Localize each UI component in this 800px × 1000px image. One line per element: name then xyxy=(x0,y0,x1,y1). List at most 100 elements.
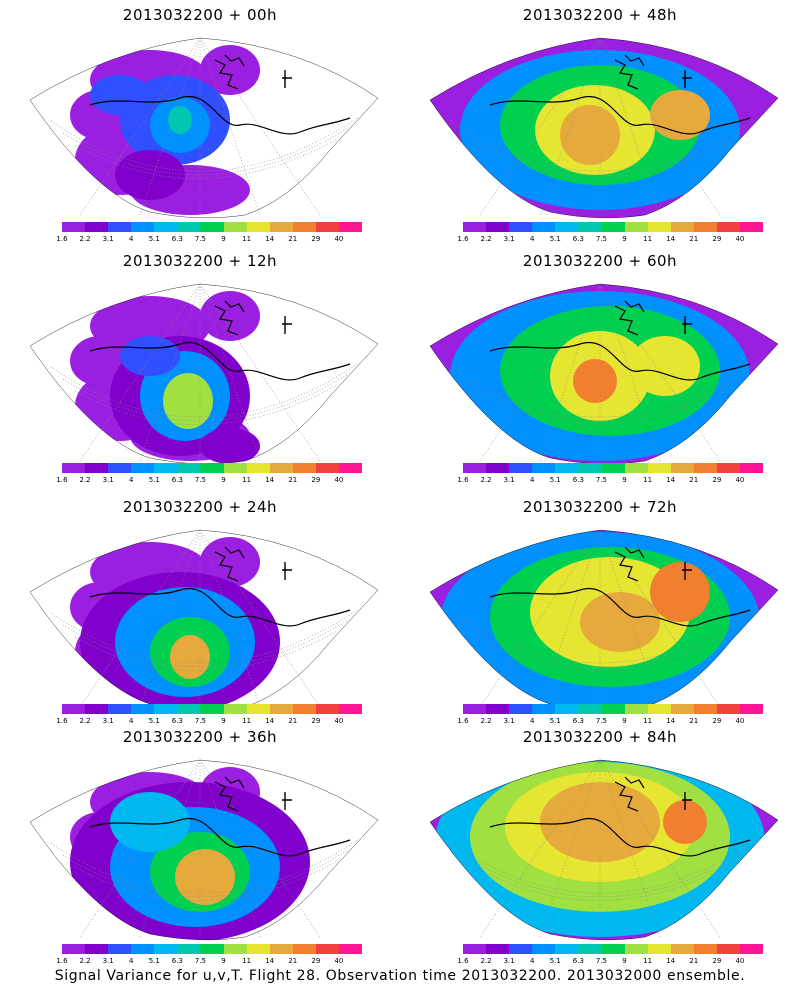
colorbar-swatch xyxy=(108,944,132,954)
colorbar-swatch xyxy=(131,944,155,954)
variance-blob xyxy=(580,592,660,652)
latitude-line xyxy=(450,117,759,172)
colorbar-tick-label: 29 xyxy=(712,235,722,243)
colorbar-swatch xyxy=(532,463,556,473)
colorbar-swatch xyxy=(624,222,648,232)
colorbar-swatch xyxy=(85,222,109,232)
colorbar-swatch xyxy=(601,463,625,473)
colorbar-tick-label: 4 xyxy=(128,235,134,243)
colorbar-tick-label: 40 xyxy=(334,717,344,725)
latitude-line xyxy=(462,127,748,176)
colorbar-swatch xyxy=(693,463,717,473)
longitude-line xyxy=(139,37,201,216)
colorbar xyxy=(62,222,363,232)
colorbar-swatch xyxy=(177,222,201,232)
longitude-line xyxy=(199,529,261,708)
colorbar-swatch xyxy=(315,944,339,954)
colorbar-tick-label: 2.2 xyxy=(480,235,492,243)
colorbar-tick-label: 21 xyxy=(689,476,699,484)
colorbar-tick-label: 14 xyxy=(666,235,676,243)
colorbar-tick-label: 4 xyxy=(529,476,535,484)
colorbar-tick-label: 40 xyxy=(735,957,745,965)
colorbar-tick-label: 1.6 xyxy=(56,476,68,484)
colorbar-tick-label: 7.5 xyxy=(194,957,207,965)
colorbar-tick-label: 9 xyxy=(622,957,627,965)
colorbar-swatch xyxy=(486,944,510,954)
colorbar-tick-label: 3.1 xyxy=(102,957,114,965)
colorbar-tick-label: 5.1 xyxy=(549,717,561,725)
coastline xyxy=(89,341,351,381)
variance-field xyxy=(440,532,760,710)
colorbar-swatch xyxy=(509,463,533,473)
colorbar-swatch xyxy=(509,704,533,714)
colorbar-swatch xyxy=(200,463,224,473)
longitude-line xyxy=(139,283,201,462)
colorbar-tick-label: 11 xyxy=(242,476,252,484)
colorbar-tick-label: 2.2 xyxy=(79,717,91,725)
coastline xyxy=(89,587,351,627)
colorbar xyxy=(463,222,764,232)
colorbar-tick-label: 14 xyxy=(265,235,275,243)
colorbar-swatch xyxy=(555,222,579,232)
colorbar-tick-label: 1.6 xyxy=(457,235,469,243)
colorbar-swatch xyxy=(246,463,270,473)
colorbar-tick-label: 4 xyxy=(128,476,134,484)
colorbar-tick-label: 6.3 xyxy=(171,235,183,243)
map-border xyxy=(29,283,379,465)
colorbar-swatch xyxy=(338,704,363,714)
colorbar-labels: 1.6 2.2 3.1 4 5.1 6.3 7.5 9 11 14 21 29 40 xyxy=(457,957,763,967)
colorbar-tick-label: 29 xyxy=(311,957,321,965)
colorbar-swatch xyxy=(739,222,764,232)
longitude-line xyxy=(539,283,601,462)
colorbar-tick-label: 7.5 xyxy=(194,717,207,725)
colorbar-swatch xyxy=(315,222,339,232)
variance-field xyxy=(70,291,260,464)
longitude-line xyxy=(539,759,601,938)
longitude-line xyxy=(539,37,601,216)
colorbar-tick-label: 21 xyxy=(288,476,298,484)
colorbar-swatch xyxy=(154,463,178,473)
colorbar-swatch xyxy=(647,944,671,954)
coastline xyxy=(682,562,692,580)
colorbar-tick-label: 4 xyxy=(529,717,535,725)
colorbar-swatch xyxy=(246,944,270,954)
map-border xyxy=(29,37,379,219)
variance-blob xyxy=(170,635,210,679)
map-panel-60h: 2013032200 + 60h xyxy=(400,246,800,492)
colorbar-tick-label: 2.2 xyxy=(480,476,492,484)
variance-map xyxy=(29,759,379,941)
colorbar-swatch xyxy=(292,704,316,714)
variance-blob xyxy=(200,537,260,587)
panel-title: 2013032200 + 72h xyxy=(522,498,678,516)
colorbar-swatch xyxy=(108,222,132,232)
colorbar-labels: 1.6 2.2 3.1 4 5.1 6.3 7.5 9 11 14 21 29 40 xyxy=(457,717,763,727)
colorbar-tick-label: 29 xyxy=(712,957,722,965)
colorbar-tick-label: 9 xyxy=(221,717,226,725)
longitude-line xyxy=(599,37,661,216)
colorbar-tick-label: 40 xyxy=(735,717,745,725)
colorbar-swatch xyxy=(532,222,556,232)
colorbar-tick-label: 29 xyxy=(311,476,321,484)
colorbar-swatch xyxy=(693,944,717,954)
graticule xyxy=(450,283,759,462)
colorbar xyxy=(62,463,363,473)
colorbar-swatch xyxy=(292,944,316,954)
colorbar-swatch xyxy=(578,463,602,473)
colorbar-tick-label: 6.3 xyxy=(171,717,183,725)
colorbar-tick-label: 3.1 xyxy=(102,717,114,725)
longitude-line xyxy=(199,759,261,938)
colorbar-tick-label: 5.1 xyxy=(549,235,561,243)
colorbar-swatch xyxy=(624,704,648,714)
colorbar-swatch xyxy=(338,944,363,954)
colorbar-swatch xyxy=(647,463,671,473)
colorbar-tick-label: 4 xyxy=(529,235,535,243)
colorbar-swatch xyxy=(177,944,201,954)
colorbar-swatch xyxy=(693,704,717,714)
panel-title: 2013032200 + 12h xyxy=(122,252,278,270)
longitude-line xyxy=(599,529,661,708)
colorbar-tick-label: 6.3 xyxy=(572,717,584,725)
map-border xyxy=(429,37,779,219)
colorbar-swatch xyxy=(670,222,694,232)
colorbar xyxy=(62,704,363,714)
longitude-line xyxy=(599,283,661,462)
